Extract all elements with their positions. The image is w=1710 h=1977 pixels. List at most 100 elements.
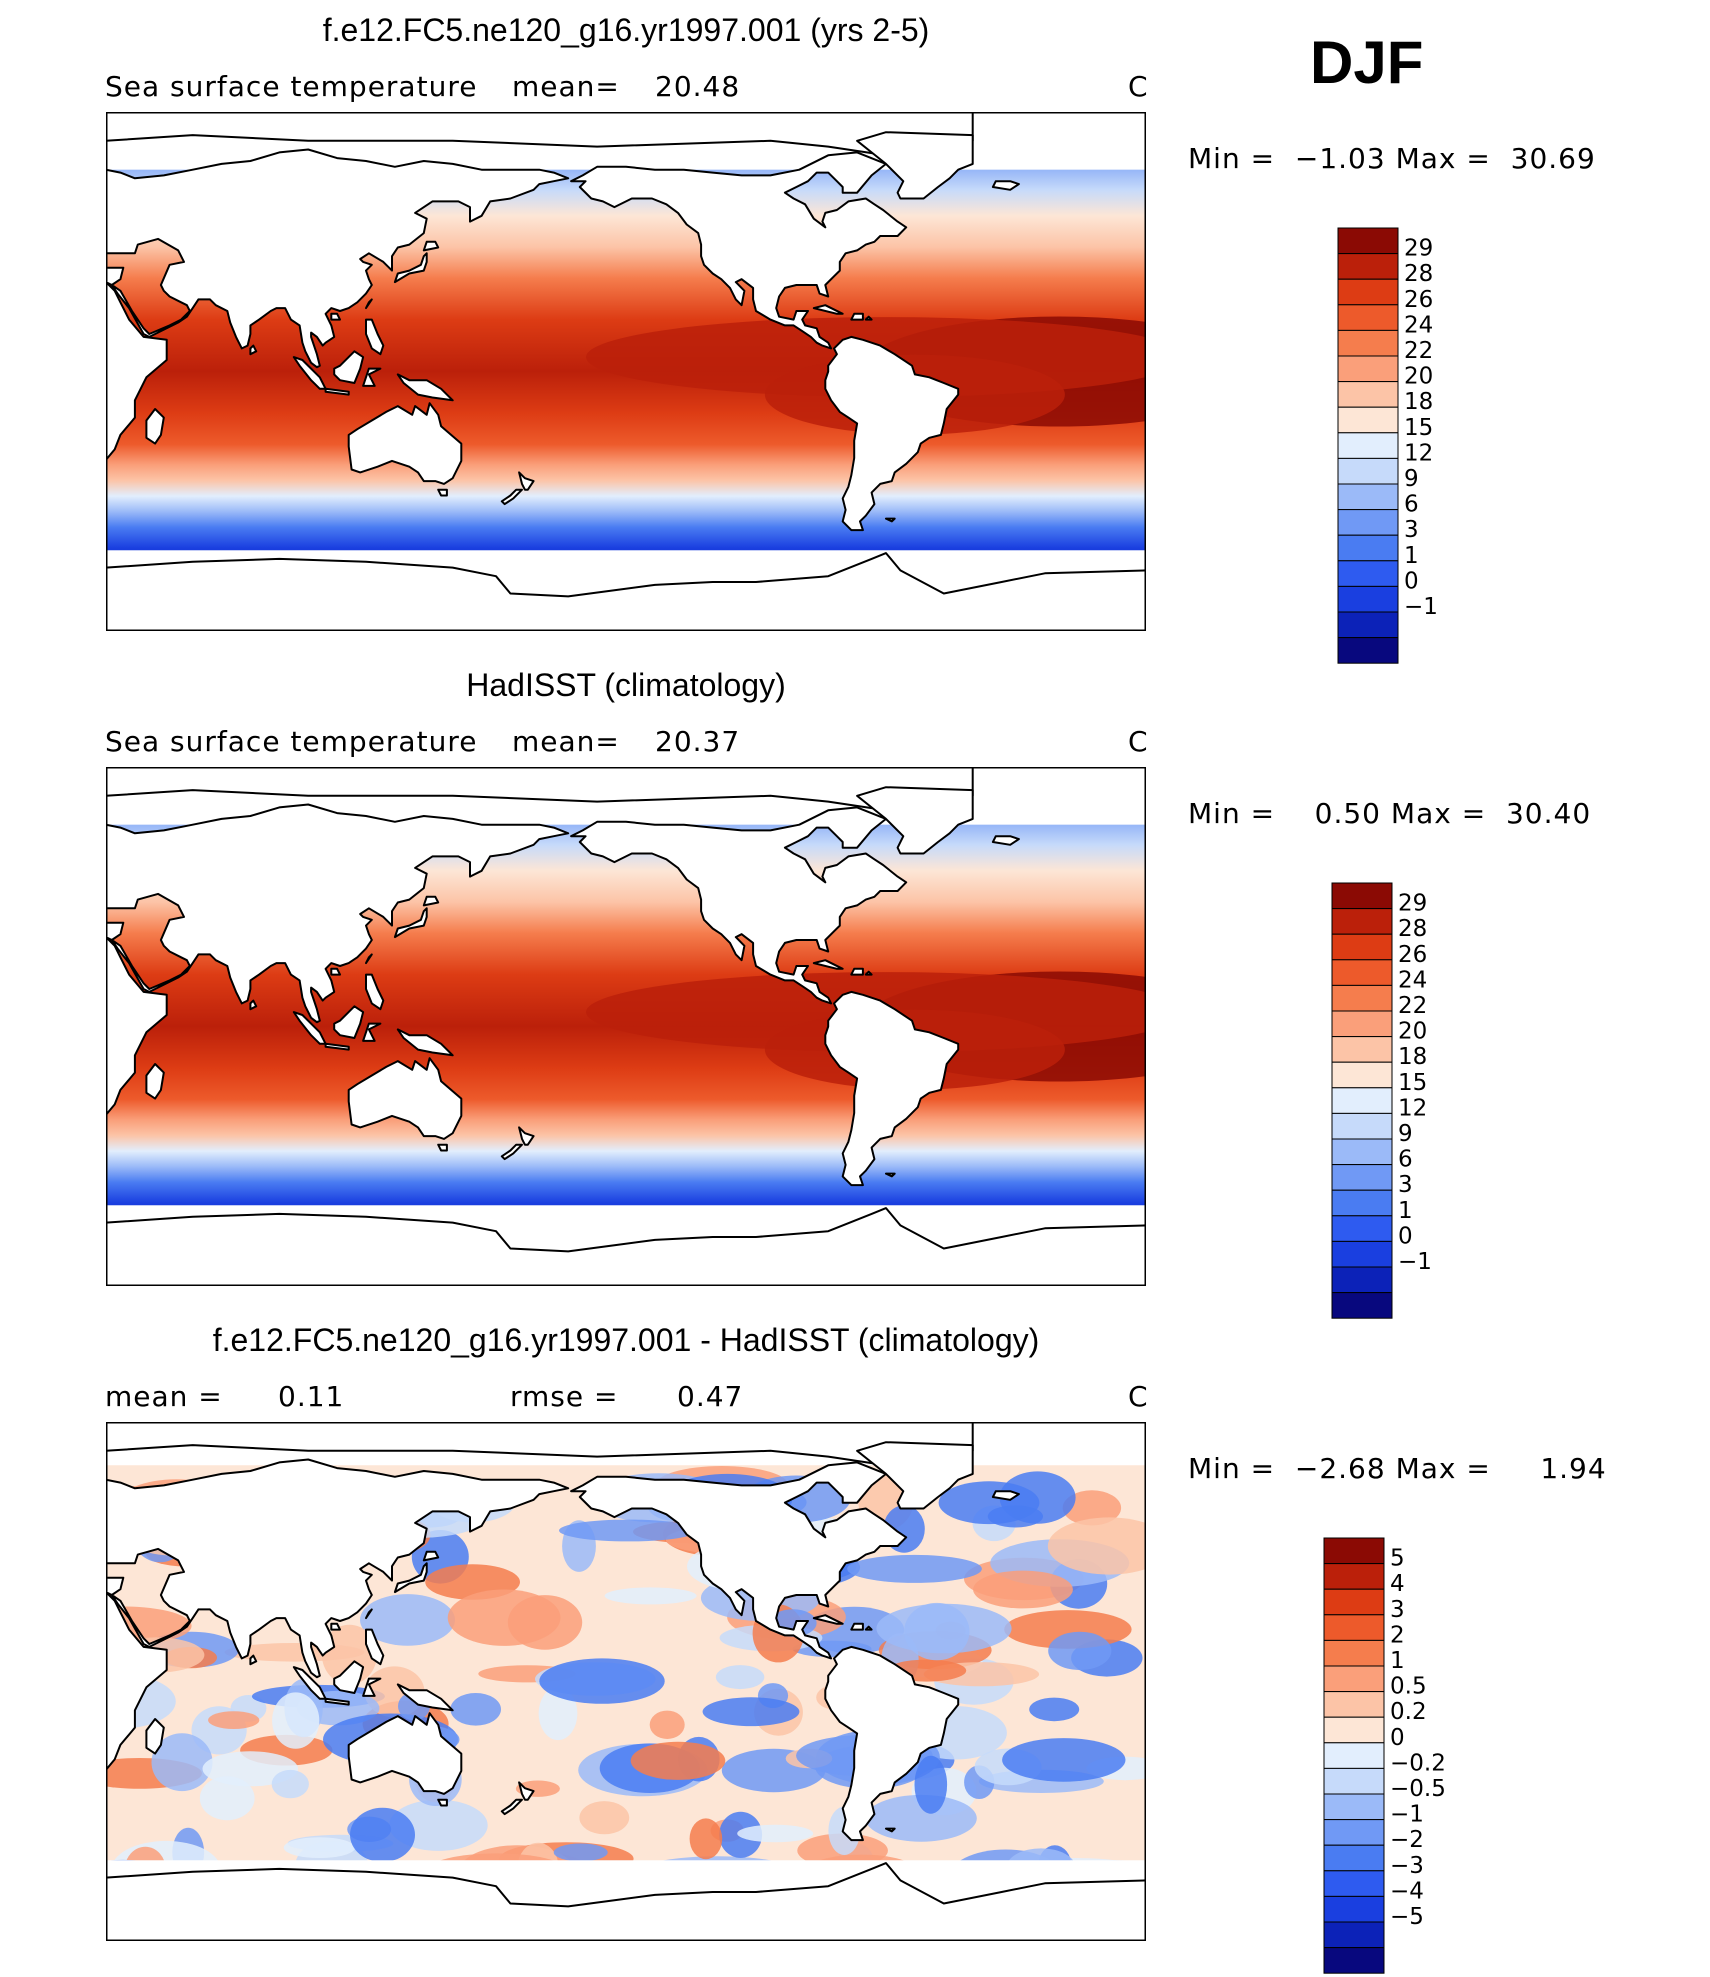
colorbar-swatch (1337, 457, 1399, 485)
coastline (570, 151, 908, 350)
coastline (393, 252, 428, 284)
rmse-value: 0.47 (677, 1380, 744, 1413)
colorbar-tick-label: 1 (1398, 1198, 1413, 1224)
anomaly-patch (283, 1837, 356, 1858)
mean-value: 20.37 (655, 725, 741, 758)
units-label: C (1128, 725, 1149, 758)
coastline (365, 298, 373, 310)
coastline (145, 1718, 165, 1755)
coastline (362, 367, 382, 387)
coastline (422, 1550, 440, 1562)
colorbar-swatch (1331, 959, 1393, 986)
colorbar-tick-label: 15 (1398, 1070, 1427, 1096)
min-max-readout: Min = 0.50 Max = 30.40 (1188, 797, 1591, 830)
coastline (856, 786, 974, 855)
anomaly-patch (450, 1693, 502, 1726)
colorbar-tick-label: 3 (1398, 1172, 1413, 1198)
colorbar-swatch (1323, 1639, 1385, 1667)
max-value: 30.40 (1505, 797, 1592, 830)
colorbar-swatch (1323, 1921, 1385, 1949)
coastline (330, 312, 341, 321)
anomaly-patch (999, 1471, 1076, 1524)
colorbar-tick-label: 29 (1398, 891, 1427, 917)
colorbar-swatch (1337, 253, 1399, 280)
min-value: 0.50 (1314, 797, 1381, 830)
colorbar-swatch (1337, 304, 1399, 331)
coastline (249, 1654, 258, 1666)
map-frame (106, 1422, 1146, 1941)
coastline (437, 488, 448, 497)
coastline (570, 806, 908, 1005)
colorbar-swatch (1323, 1563, 1385, 1590)
coastline (396, 1683, 454, 1712)
coastline (365, 1628, 385, 1666)
colorbar-swatch (1331, 1292, 1393, 1319)
coastline (518, 1781, 535, 1801)
anomaly-patch (737, 1824, 814, 1843)
coastline (500, 1798, 523, 1816)
mean-label: mean= (512, 725, 620, 758)
colorbar-swatch (1323, 1793, 1385, 1821)
colorbar-tick-label: 12 (1404, 440, 1433, 466)
coastline (330, 1622, 341, 1631)
units-label: C (1128, 70, 1149, 103)
anomaly-patch (360, 1594, 455, 1646)
anomaly-patch (847, 1554, 982, 1583)
panel-title: f.e12.FC5.ne120_g16.yr1997.001 (yrs 2-5) (322, 12, 930, 48)
coastline (292, 1011, 327, 1045)
coastline (824, 990, 960, 1187)
map-frame (106, 112, 1146, 631)
colorbar-tick-label: 20 (1398, 1019, 1427, 1045)
colorbar-swatch (1331, 1266, 1393, 1294)
coastline (812, 1614, 844, 1625)
colorbar-swatch (1331, 1164, 1393, 1191)
coastline (812, 304, 844, 315)
anomaly-patch (1062, 1490, 1122, 1526)
colorbar-tick-label: 28 (1404, 261, 1433, 287)
coastline (249, 999, 258, 1011)
coastline (850, 1622, 864, 1631)
colorbar-swatch (1323, 1870, 1385, 1897)
panel-model: f.e12.FC5.ne120_g16.yr1997.001 (yrs 2-5)… (0, 12, 1710, 667)
colorbar-swatch (1337, 278, 1399, 306)
colorbar-swatch (1337, 611, 1399, 639)
coastline (365, 1608, 373, 1620)
colorbar-swatch (1331, 984, 1393, 1012)
anomaly-patch (649, 1710, 685, 1739)
colorbar-swatch (1323, 1819, 1385, 1846)
colorbar-swatch (1337, 329, 1399, 357)
colorbar-swatch (1331, 1138, 1393, 1166)
panel-title: HadISST (climatology) (466, 667, 786, 703)
max-label: Max = (1395, 1452, 1491, 1485)
max-value: 30.69 (1510, 142, 1596, 175)
mean-label: mean= (512, 70, 620, 103)
min-value: −2.68 (1294, 1452, 1386, 1485)
colorbar-swatch (1337, 227, 1399, 255)
coastline (106, 936, 168, 1117)
colorbar-tick-label: −0.5 (1390, 1776, 1446, 1802)
colorbar-tick-label: 1 (1404, 543, 1419, 569)
coastline (145, 1063, 165, 1100)
units-label: C (1128, 1380, 1149, 1413)
coastline (824, 335, 960, 532)
colorbar-swatch (1323, 1537, 1385, 1565)
mean-label: mean = (105, 1380, 223, 1413)
min-label: Min = (1188, 142, 1276, 175)
coastline (393, 1562, 428, 1594)
coastline (850, 967, 864, 976)
coastline (347, 1712, 463, 1795)
anomaly-patch (914, 1755, 948, 1814)
anomaly-patch (689, 1818, 723, 1860)
colorbar-tick-label: 6 (1398, 1147, 1413, 1173)
panel-observation: HadISST (climatology) Sea surface temper… (0, 667, 1710, 1322)
coastline (292, 356, 327, 390)
colorbar-swatch (1331, 1215, 1393, 1242)
coastline (856, 1441, 974, 1510)
panel-title: f.e12.FC5.ne120_g16.yr1997.001 - HadISST… (212, 1322, 1040, 1358)
coastline (864, 315, 873, 321)
min-label: Min = (1188, 797, 1276, 830)
coastline (518, 1126, 535, 1146)
coastline (106, 1862, 1146, 1941)
coastline (333, 1660, 365, 1694)
colorbar-tick-label: 6 (1404, 492, 1419, 518)
